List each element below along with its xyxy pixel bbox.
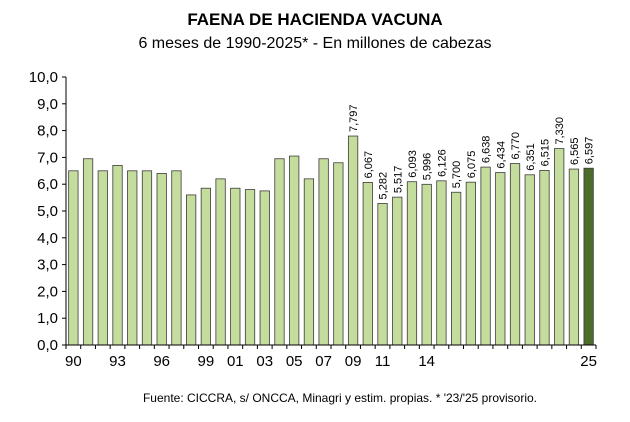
bar-1994 — [127, 170, 138, 346]
data-label: 6,067 — [363, 151, 375, 179]
chart-subtitle: 6 meses de 1990-2025* - En millones de c… — [138, 35, 492, 52]
y-tick-label: 2,0 — [37, 283, 58, 300]
bar-2003 — [259, 190, 270, 346]
bar-2009 — [347, 135, 359, 346]
bar-1996 — [156, 173, 167, 346]
y-tick-label: 4,0 — [37, 230, 58, 247]
x-tick-label: 25 — [580, 353, 597, 370]
x-tick-label: 99 — [198, 353, 215, 370]
bar-2013 — [406, 181, 418, 346]
y-tick-label: 7,0 — [37, 149, 58, 166]
bar-1999 — [200, 187, 211, 346]
x-tick-label: 96 — [153, 353, 170, 370]
chart-title: FAENA DE HACIENDA VACUNA — [187, 10, 443, 29]
data-label: 6,515 — [539, 139, 551, 167]
y-tick-label: 1,0 — [37, 310, 58, 327]
x-tick-label: 14 — [418, 353, 435, 370]
x-tick-label: 03 — [256, 353, 273, 370]
bar-1990 — [68, 170, 79, 346]
x-tick-label: 11 — [375, 353, 391, 370]
y-tick-label: 10,0 — [29, 69, 58, 86]
x-tick-label: 01 — [227, 353, 244, 370]
bar-1993 — [112, 165, 123, 346]
data-label: 6,597 — [584, 137, 596, 165]
bar-1995 — [141, 170, 153, 346]
y-tick-label: 0,0 — [37, 337, 58, 354]
data-label: 7,330 — [554, 117, 566, 145]
data-label: 7,797 — [348, 105, 360, 133]
bar-2023 — [554, 148, 565, 346]
bar-2014 — [421, 183, 432, 346]
bar-2000 — [215, 178, 226, 346]
bar-1997 — [171, 170, 182, 346]
bar-2019 — [495, 172, 506, 346]
x-tick-labels: 90 93 96 99 01 03 05 07 09 11 14 25 — [65, 353, 597, 370]
data-label: 6,434 — [495, 141, 507, 169]
y-tick-label: 6,0 — [37, 176, 58, 193]
axes-group — [62, 76, 597, 349]
bar-2024 — [568, 168, 580, 346]
bar-2022 — [539, 169, 550, 346]
bar-2010 — [362, 181, 373, 346]
y-tick-label: 5,0 — [37, 203, 58, 220]
data-label: 6,638 — [481, 136, 493, 164]
data-label: 6,770 — [510, 132, 522, 160]
bar-2001 — [230, 187, 241, 346]
data-label: 6,351 — [525, 143, 537, 171]
bar-2007 — [318, 158, 329, 346]
source-note: Fuente: CICCRA, s/ ONCCA, Minagri y esti… — [142, 391, 538, 405]
bar-2020 — [509, 163, 521, 346]
bar-1992 — [97, 170, 108, 346]
bar-2011 — [377, 203, 388, 346]
bar-2005 — [289, 155, 300, 346]
y-tick-label: 8,0 — [37, 123, 58, 140]
data-label: 6,126 — [436, 149, 448, 177]
data-label: 6,075 — [466, 151, 478, 179]
data-label: 6,565 — [569, 138, 581, 166]
x-tick-label: 90 — [65, 353, 82, 370]
bar-2012 — [392, 196, 403, 346]
bar-2008 — [333, 162, 344, 346]
x-tick-label: 09 — [345, 353, 362, 370]
x-tick-label: 05 — [286, 353, 303, 370]
x-tick-label: 93 — [109, 353, 126, 370]
y-tick-labels: 0,0 1,0 2,0 3,0 4,0 5,0 6,0 7,0 8,0 9,0 10,0 — [29, 69, 58, 354]
bar-2006 — [303, 178, 315, 346]
data-label: 5,517 — [392, 166, 404, 194]
y-tick-label: 9,0 — [37, 96, 58, 113]
y-tick-label: 3,0 — [37, 257, 58, 274]
data-label: 5,282 — [378, 172, 390, 200]
bar-2002 — [244, 189, 256, 346]
bar-1991 — [82, 158, 94, 346]
data-label: 5,996 — [422, 153, 434, 181]
bar-2016 — [451, 191, 462, 346]
bars-group — [68, 135, 594, 346]
data-label: 6,093 — [407, 150, 419, 178]
bar-2004 — [274, 158, 285, 346]
bar-2025 — [583, 167, 594, 346]
bar-1998 — [186, 194, 197, 346]
x-tick-label: 07 — [315, 353, 332, 370]
bar-chart: 0,01,02,03,04,05,06,07,08,09,010,0 90 93 9… — [29, 69, 597, 370]
bar-2021 — [524, 174, 535, 346]
data-label: 5,700 — [451, 161, 463, 189]
bar-2015 — [436, 180, 447, 346]
bar-2017 — [465, 181, 476, 346]
bar-2018 — [480, 166, 491, 346]
